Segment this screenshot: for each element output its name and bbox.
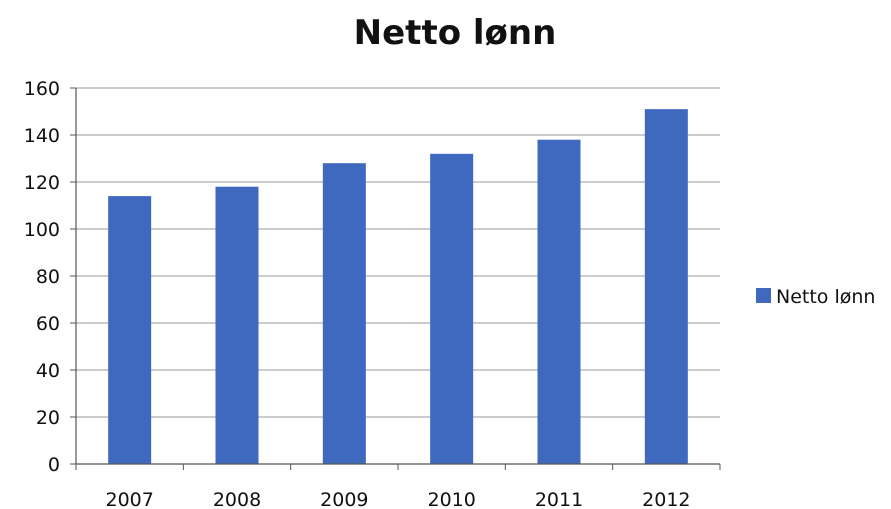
gridlines [76, 87, 720, 418]
y-tick-label: 140 [24, 125, 60, 147]
chart-title: Netto lønn [354, 13, 557, 53]
bar [430, 153, 474, 465]
y-tick-label: 160 [24, 78, 60, 100]
axes [70, 87, 721, 470]
bar [644, 109, 688, 465]
y-tick-label: 120 [24, 172, 60, 194]
x-tick-label: 2008 [213, 489, 261, 509]
bar [108, 196, 152, 464]
bars [108, 109, 688, 465]
y-tick-label: 20 [36, 407, 60, 429]
bar [537, 139, 581, 464]
legend: Netto lønn [756, 286, 875, 308]
legend-label: Netto lønn [776, 286, 875, 308]
x-tick-label: 2012 [642, 489, 690, 509]
x-tick-labels: 2007 2008 2009 2010 2011 2012 [105, 489, 690, 509]
x-tick-label: 2009 [320, 489, 368, 509]
y-tick-label: 80 [36, 266, 60, 288]
legend-swatch [756, 288, 771, 303]
bar [215, 186, 259, 464]
bar [322, 163, 366, 464]
y-tick-label: 40 [36, 360, 60, 382]
y-tick-labels: 0 20 40 60 80 100 120 140 160 [24, 78, 60, 476]
x-tick-label: 2007 [105, 489, 153, 509]
y-tick-label: 0 [48, 454, 60, 476]
x-tick-label: 2010 [427, 489, 475, 509]
x-tick-label: 2011 [535, 489, 583, 509]
y-tick-label: 100 [24, 219, 60, 241]
y-tick-label: 60 [36, 313, 60, 335]
